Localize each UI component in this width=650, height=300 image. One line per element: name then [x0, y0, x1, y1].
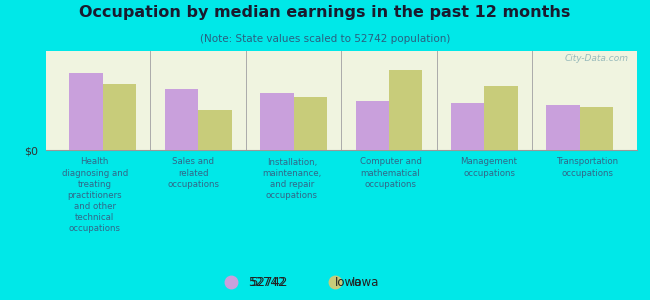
Bar: [356, 101, 389, 150]
Bar: [294, 97, 327, 150]
Text: Sales and
related
occupations: Sales and related occupations: [168, 158, 220, 189]
Bar: [70, 73, 103, 150]
Bar: [547, 105, 580, 150]
Bar: [103, 84, 136, 150]
Text: Occupation by median earnings in the past 12 months: Occupation by median earnings in the pas…: [79, 4, 571, 20]
Text: Management
occupations: Management occupations: [461, 158, 517, 178]
Bar: [389, 70, 422, 150]
Bar: [164, 89, 198, 150]
Bar: [451, 103, 484, 150]
Bar: [580, 106, 613, 150]
Text: (Note: State values scaled to 52742 population): (Note: State values scaled to 52742 popu…: [200, 34, 450, 44]
Text: 52742: 52742: [248, 275, 285, 289]
Text: City-Data.com: City-Data.com: [564, 54, 628, 63]
Bar: [260, 93, 294, 150]
Text: Computer and
mathematical
occupations: Computer and mathematical occupations: [359, 158, 421, 189]
Text: 52742: 52742: [250, 275, 287, 289]
Text: Transportation
occupations: Transportation occupations: [556, 158, 619, 178]
Text: Health
diagnosing and
treating
practitioners
and other
technical
occupations: Health diagnosing and treating practitio…: [62, 158, 128, 233]
Text: Iowa: Iowa: [352, 275, 379, 289]
Text: Iowa: Iowa: [335, 275, 362, 289]
Bar: [198, 110, 231, 150]
Text: Installation,
maintenance,
and repair
occupations: Installation, maintenance, and repair oc…: [263, 158, 322, 200]
Bar: [484, 86, 518, 150]
